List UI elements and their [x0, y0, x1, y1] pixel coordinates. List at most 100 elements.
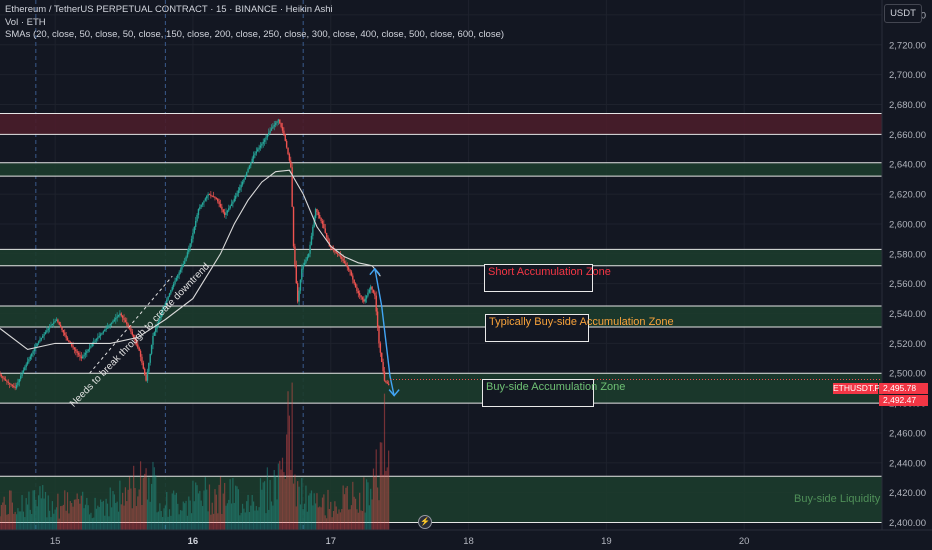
candle-body [386, 382, 388, 384]
symbol-title[interactable]: Ethereum / TetherUS PERPETUAL CONTRACT ·… [5, 4, 333, 15]
candle-body [221, 206, 223, 210]
candle-body [357, 291, 360, 294]
candle-body [130, 328, 132, 332]
sma-line[interactable] [0, 169, 381, 350]
candle-body [104, 329, 106, 332]
volume-bar [98, 507, 100, 530]
candle-body [265, 137, 267, 140]
candle-body [314, 209, 317, 218]
candle-body [51, 323, 54, 326]
candle-body [276, 121, 278, 124]
volume-bar [229, 479, 231, 530]
candle-body [309, 244, 311, 254]
volume-bar [112, 490, 114, 530]
volume-bar [361, 511, 364, 530]
zone-rect[interactable] [0, 373, 882, 404]
volume-bar [357, 512, 359, 530]
volume-bar [207, 511, 209, 530]
zone-rect[interactable] [0, 249, 882, 266]
zone-rect[interactable] [0, 162, 882, 177]
candle-body [21, 373, 23, 377]
volume-bar [50, 517, 52, 530]
price-tick-label: 2,460.00 [889, 428, 926, 439]
candle-body [137, 344, 139, 348]
volume-bar [77, 498, 80, 530]
volume-bar [291, 382, 293, 530]
volume-bar [298, 486, 300, 530]
candle-body [101, 332, 103, 335]
volume-bar [75, 499, 77, 530]
candle-body [84, 352, 87, 355]
buyside-accumulation-zone-label[interactable]: Buy-side Accumulation Zone [482, 379, 625, 407]
arrow-head-top [369, 267, 381, 276]
volume-bar [144, 473, 146, 530]
lightning-icon[interactable]: ⚡ [418, 515, 432, 529]
volume-bar [71, 503, 73, 530]
volume-bar [173, 490, 175, 530]
candle-body [234, 195, 237, 199]
candle-body [258, 147, 260, 150]
projection-arrow[interactable] [374, 268, 395, 396]
volume-bar [370, 488, 372, 530]
volume-bar [350, 505, 353, 530]
short-accumulation-zone-label[interactable]: Short Accumulation Zone [484, 264, 611, 292]
candle-body [68, 340, 70, 343]
volume-bar [46, 517, 48, 530]
volume-bar [171, 493, 173, 530]
zone-rect[interactable] [0, 306, 882, 327]
volume-bar [201, 506, 204, 530]
volume-bar [247, 494, 249, 530]
buyside-liquidity-label[interactable]: Buy-side Liquidity [794, 493, 881, 505]
volume-bar [130, 488, 132, 530]
candle-body [91, 343, 94, 346]
candle-body [108, 325, 110, 327]
currency-button[interactable]: USDT [884, 4, 922, 23]
candle-body [72, 345, 74, 348]
volume-bar [135, 506, 138, 530]
volume-bar [3, 496, 5, 530]
volume-bar [264, 481, 266, 530]
candle-body [120, 313, 122, 316]
candle-body [312, 226, 314, 236]
zone-rect[interactable] [0, 476, 882, 523]
candle-body [81, 356, 84, 359]
candle-body [250, 162, 252, 166]
candle-body [24, 367, 26, 371]
volume-bar [288, 415, 291, 530]
volume-bar [80, 495, 82, 530]
candle-body [206, 196, 208, 199]
volume-bar [348, 509, 350, 530]
volume-bar [6, 514, 8, 530]
volume-bar [284, 478, 286, 530]
candle-body [94, 340, 96, 343]
sma-indicator-label[interactable]: SMAs (20, close, 50, close, 50, close, 1… [5, 29, 505, 40]
candle-body [57, 319, 59, 323]
candle-body [13, 386, 15, 388]
candle-body [251, 158, 253, 163]
arrow-head [388, 389, 400, 397]
candle-body [166, 299, 168, 303]
volume-bar [225, 505, 227, 530]
candle-body [167, 296, 169, 300]
volume-bar [37, 495, 40, 530]
volume-bar [150, 483, 153, 530]
zone-rect[interactable] [0, 113, 882, 135]
volume-bar [95, 508, 98, 530]
candle-body [19, 376, 22, 380]
candle-body [121, 315, 124, 318]
volume-bar [308, 495, 310, 530]
volume-bar [160, 511, 162, 530]
volume-bar [294, 474, 296, 530]
volume-indicator-label[interactable]: Vol · ETH [5, 16, 46, 28]
candle-body [336, 252, 339, 255]
volume-bar [26, 504, 29, 530]
candle-body [266, 135, 269, 138]
typical-buyside-zone-label[interactable]: Typically Buy-side Accumulation Zone [485, 314, 674, 342]
candle-body [236, 193, 238, 196]
candle-body [155, 328, 157, 333]
candle-body [79, 354, 81, 357]
volume-bar [353, 496, 355, 530]
candle-body [350, 271, 353, 276]
volume-bar [185, 500, 187, 530]
